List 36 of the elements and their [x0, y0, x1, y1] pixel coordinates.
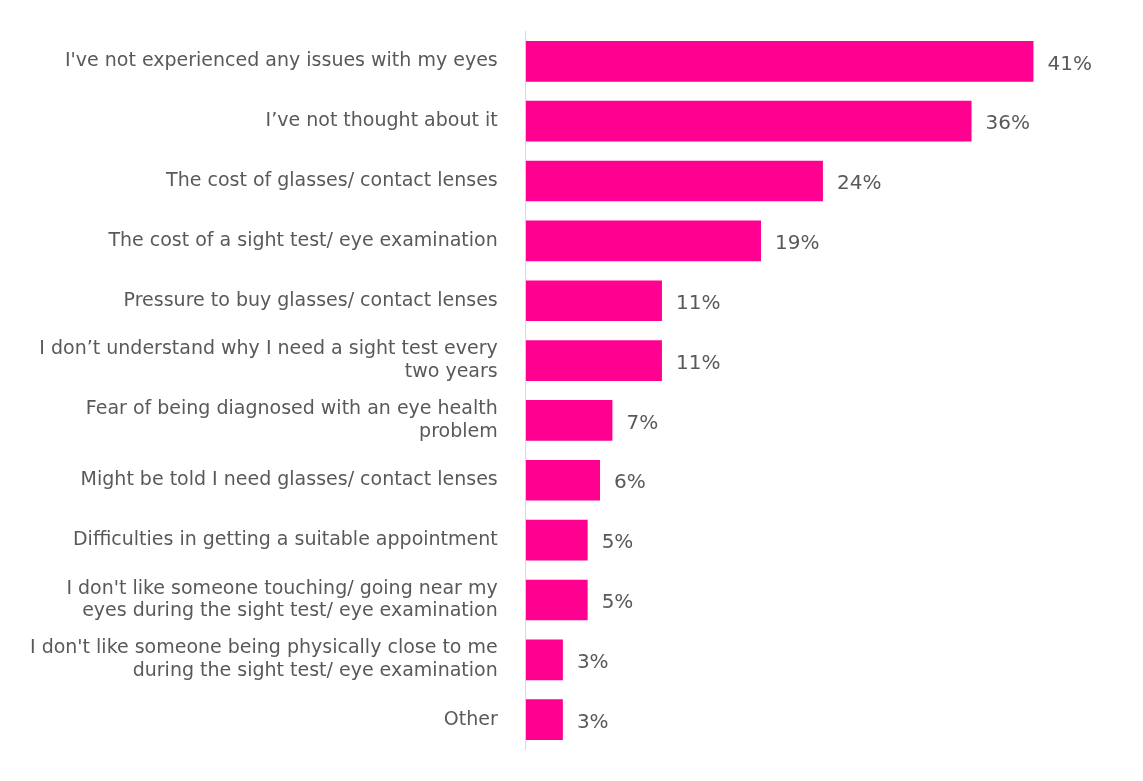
y-tick-label: I don't like someone touching/ going near my eyes during the sight test/ eye examination [66, 575, 498, 621]
bar [525, 280, 662, 322]
data-label: 5% [601, 529, 634, 554]
bar [525, 519, 588, 561]
y-tick-label: Difficulties in getting a suitable appointment [72, 527, 498, 550]
y-tick-label: Other [443, 706, 498, 729]
y-tick-label: I've not experienced any issues with my eyes [64, 48, 498, 71]
y-tick-label: I don't like someone being physically close to me during the sight test/ eye examination [29, 635, 498, 681]
data-label: 36% [985, 110, 1030, 135]
data-label: 11% [675, 289, 721, 314]
bar [525, 579, 588, 621]
bar [525, 400, 613, 441]
bar [525, 340, 662, 381]
data-label: 7% [626, 409, 659, 434]
data-label: 11% [675, 349, 721, 374]
bar [525, 699, 563, 741]
y-tick-label: Fear of being diagnosed with an eye health problem [85, 395, 498, 441]
data-label: 3% [576, 649, 609, 674]
y-tick-label: I don’t understand why I need a sight test every two years [39, 336, 498, 381]
y-tick-label: Might be told I need glasses/ contact lenses [80, 467, 498, 490]
data-label: 3% [576, 708, 609, 733]
bar [525, 160, 823, 202]
y-tick-label: Pressure to buy glasses/ contact lenses [123, 287, 498, 310]
data-label: 5% [601, 589, 634, 614]
y-tick-label: The cost of glasses/ contact lenses [165, 167, 498, 190]
y-tick-label: The cost of a sight test/ eye examination [107, 227, 498, 250]
bar [525, 639, 563, 681]
bar [525, 220, 762, 262]
data-label: 41% [1047, 50, 1092, 75]
data-label: 19% [775, 230, 820, 255]
y-tick-label: I’ve not thought about it [265, 108, 498, 131]
data-label: 6% [614, 469, 646, 494]
bar [525, 459, 601, 501]
bar [525, 100, 972, 142]
data-label: 24% [836, 170, 882, 195]
bar [525, 40, 1034, 82]
